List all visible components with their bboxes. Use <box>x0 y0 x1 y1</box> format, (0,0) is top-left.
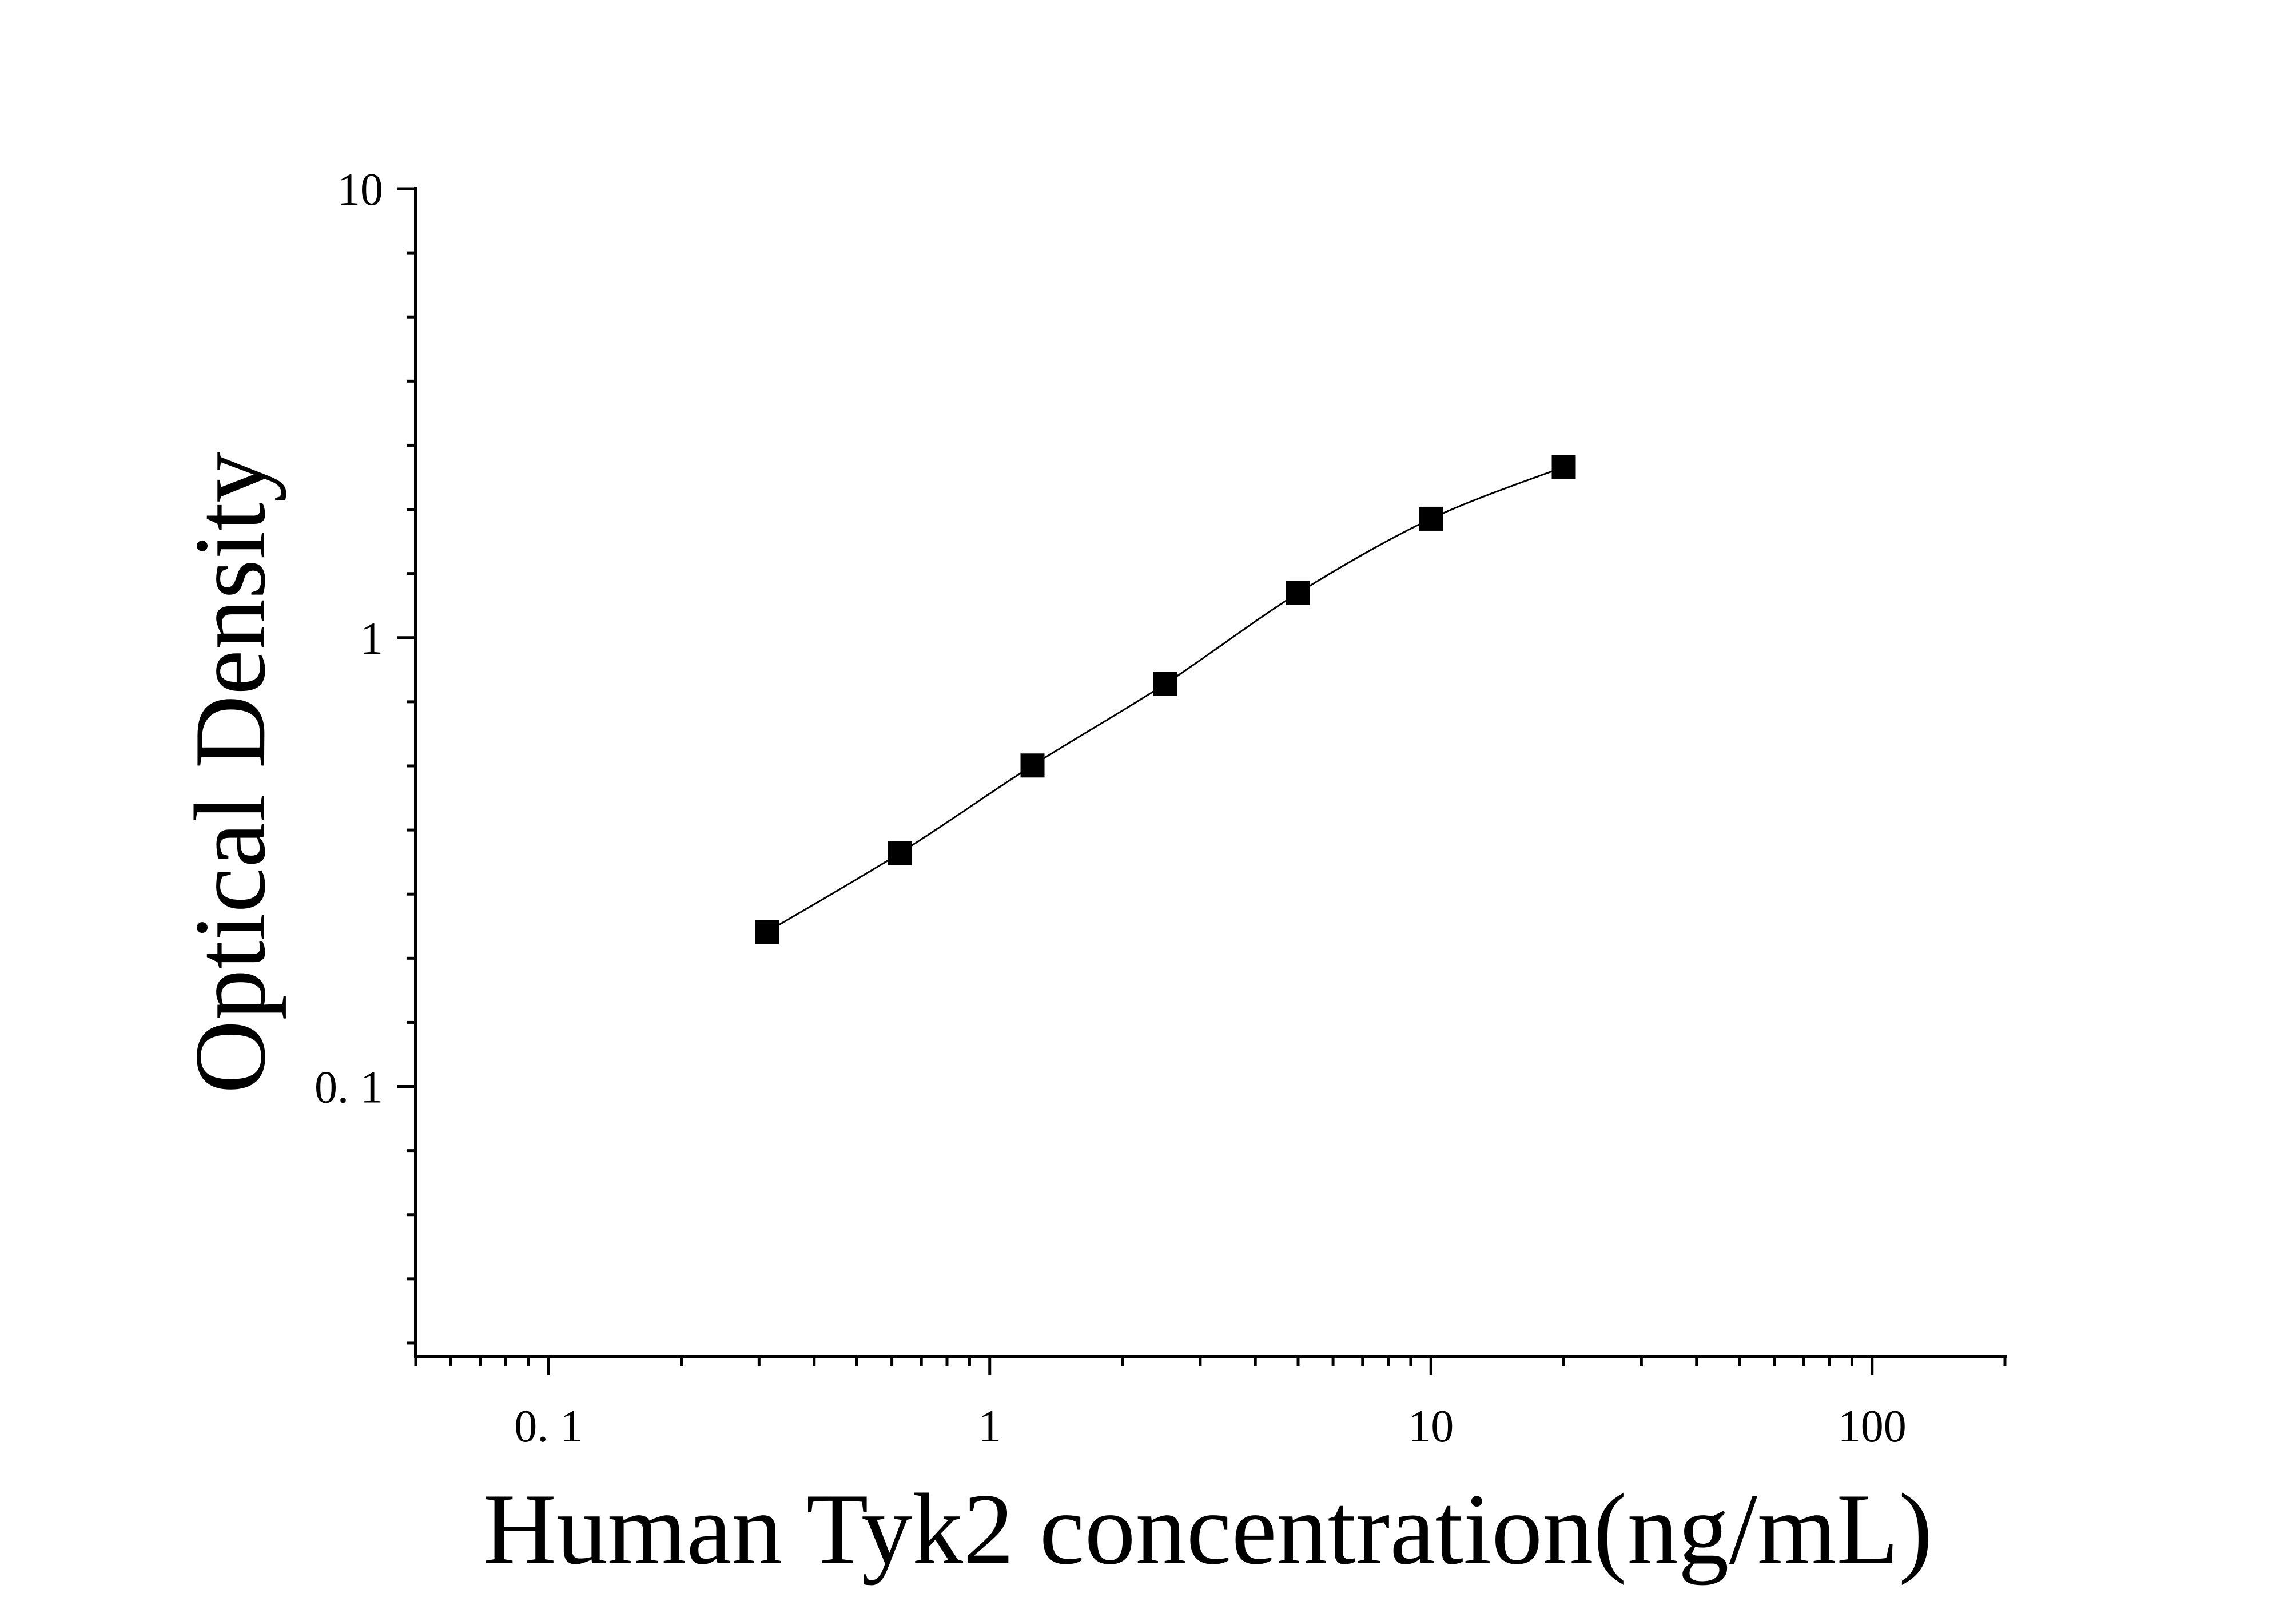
data-point <box>1020 753 1045 778</box>
x-tick-label: 0. 1 <box>514 1401 583 1452</box>
fit-curve <box>766 466 1565 933</box>
y-tick-label: 10 <box>337 165 383 215</box>
plot-area <box>755 455 1576 944</box>
axis-ticks <box>397 187 2007 1375</box>
data-point <box>1153 672 1177 696</box>
data-point <box>888 841 912 865</box>
data-point <box>1419 506 1443 531</box>
data-point <box>1286 581 1311 605</box>
y-axis-title: Optical Density <box>173 452 286 1094</box>
x-tick-label: 100 <box>1838 1401 1907 1452</box>
data-point <box>755 920 779 944</box>
x-axis-title: Human Tyk2 concentration(ng/mL) <box>483 1472 1933 1586</box>
tick-labels: 0. 1 1 10 100 0. 1 1 10 <box>315 165 1907 1452</box>
y-tick-label: 0. 1 <box>315 1063 383 1113</box>
y-tick-label: 1 <box>360 614 383 664</box>
x-tick-label: 10 <box>1408 1401 1454 1452</box>
x-tick-label: 1 <box>978 1401 1001 1452</box>
data-point <box>1551 455 1576 479</box>
